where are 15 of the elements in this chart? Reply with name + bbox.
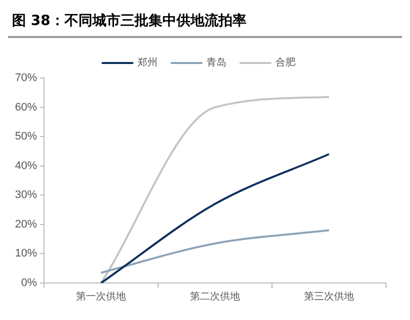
x-tick-label: 第二次供地	[190, 290, 240, 303]
y-tick-label: 30%	[14, 189, 38, 202]
y-tick-label: 10%	[14, 248, 38, 260]
y-tick-label: 70%	[14, 72, 38, 84]
legend-label: 青岛	[206, 56, 226, 69]
legend-label: 郑州	[138, 56, 158, 69]
y-tick-label: 0%	[21, 277, 38, 290]
y-tick-label: 50%	[14, 130, 38, 143]
y-tick-label: 20%	[14, 218, 38, 230]
legend-label: 合肥	[276, 56, 296, 69]
y-tick-label: 60%	[14, 101, 38, 114]
x-tick-label: 第三次供地	[304, 290, 354, 303]
x-tick-label: 第一次供地	[76, 290, 126, 303]
chart-title: 图 38：不同城市三批集中供地流拍率	[8, 8, 402, 38]
y-tick-label: 40%	[14, 160, 38, 172]
